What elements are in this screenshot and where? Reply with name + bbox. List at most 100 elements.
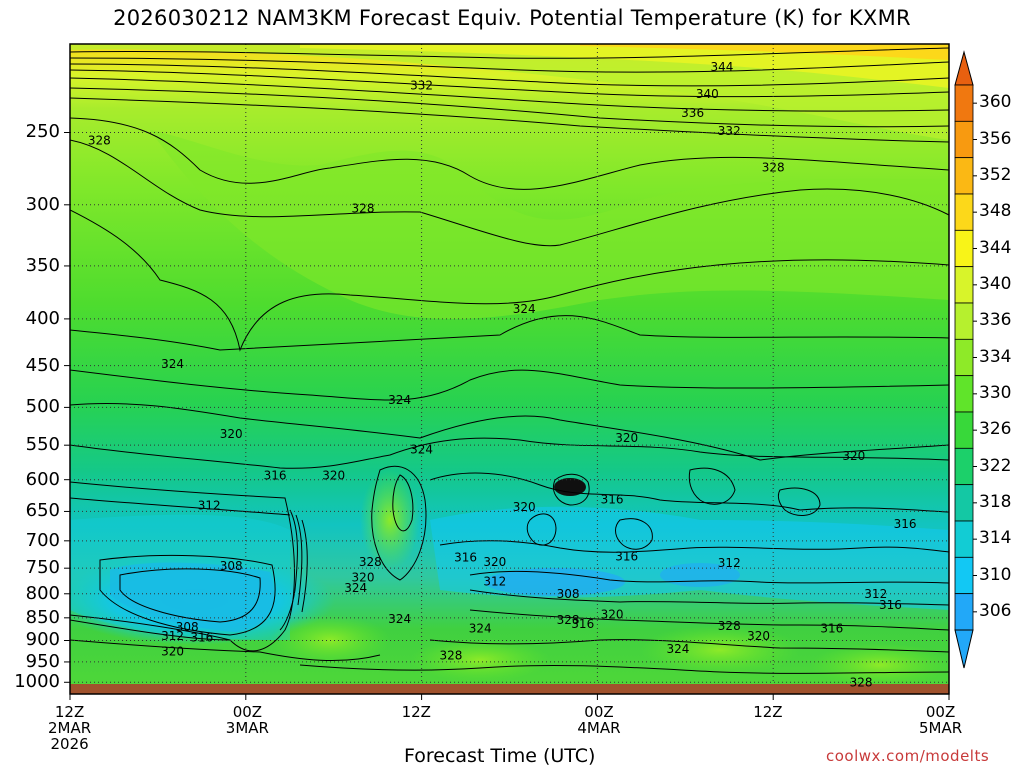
y-tick-label: 450 <box>25 354 60 376</box>
colorbar-tick-label: 340 <box>979 273 1012 294</box>
y-tick-label: 350 <box>25 254 60 276</box>
contour-label: 320 <box>352 571 375 585</box>
y-tick-label: 800 <box>25 582 60 604</box>
contour-label: 312 <box>718 556 741 570</box>
contour-label: 328 <box>850 675 873 689</box>
colorbar-segment <box>954 375 974 413</box>
y-tick-label: 900 <box>25 629 60 651</box>
colorbar-segment <box>954 229 974 268</box>
contour-label: 316 <box>264 469 287 483</box>
colorbar-tick-label: 314 <box>979 528 1012 549</box>
contour-label: 344 <box>710 60 733 74</box>
contour-label: 328 <box>439 649 462 663</box>
colorbar-segment <box>954 484 974 522</box>
contour-label: 316 <box>879 598 902 612</box>
colorbar-tick-label: 344 <box>979 237 1012 258</box>
colorbar-tick-label: 352 <box>979 164 1012 185</box>
contour-label: 324 <box>344 581 367 595</box>
colorbar-tick-label: 318 <box>979 491 1012 512</box>
contour-label: 324 <box>469 621 492 635</box>
contour-label: 328 <box>359 555 382 569</box>
x-tick-line: 12Z <box>753 703 783 721</box>
colorbar-tick-label: 306 <box>979 600 1012 621</box>
colorbar-tick-label: 334 <box>979 346 1012 367</box>
x-tick-line: 00Z <box>925 703 956 721</box>
contour-label: 320 <box>615 431 638 445</box>
contour-label: 316 <box>894 517 917 531</box>
colorbar-segment <box>954 266 974 304</box>
colorbar-tick-label: 310 <box>979 564 1012 585</box>
contour-labels: 3443403363323283323283283243243243203243… <box>88 60 917 689</box>
contour-label: 332 <box>718 124 741 138</box>
contour-label: 324 <box>410 442 433 456</box>
x-tick-line: 4MAR <box>577 719 621 737</box>
contour-label: 312 <box>161 629 184 643</box>
x-tick-line: 12Z <box>401 703 431 721</box>
contour-lines <box>70 47 949 674</box>
y-tick-label: 500 <box>25 396 60 418</box>
x-tick-line: 2026 <box>50 735 89 753</box>
contour-label: 316 <box>615 549 638 563</box>
colorbar-segment <box>954 556 974 595</box>
colorbar-tick-label: 330 <box>979 382 1012 403</box>
contour-label: 312 <box>864 587 887 601</box>
x-tick-line: 00Z <box>584 703 614 721</box>
credit-text[interactable]: coolwx.com/modelts <box>826 747 990 765</box>
y-tick-label: 750 <box>25 557 60 579</box>
contour-label: 320 <box>601 608 624 622</box>
contour-label: 308 <box>220 559 243 573</box>
contour-label: 336 <box>681 106 704 120</box>
colorbar-segment <box>954 520 974 558</box>
colorbar-tick-label: 322 <box>979 455 1012 476</box>
ground-strip <box>70 684 949 694</box>
contour-label: 328 <box>88 133 111 147</box>
contour-label: 320 <box>513 500 536 514</box>
y-tick-label: 1000 <box>14 671 60 693</box>
contour-label: 308 <box>176 620 199 634</box>
colorbar-tick-label: 356 <box>979 128 1012 149</box>
x-tick-label: 12Z <box>402 704 431 720</box>
contour-label: 320 <box>842 449 865 463</box>
contour-label: 312 <box>198 498 221 512</box>
contour-label: 308 <box>557 587 580 601</box>
contour-label: 320 <box>483 555 506 569</box>
plot-frame <box>69 43 950 695</box>
colorbar-segment <box>954 302 974 340</box>
x-tick-line: 3MAR <box>225 719 269 737</box>
contour-label: 316 <box>454 550 477 564</box>
y-tick-label: 650 <box>25 500 60 522</box>
y-tick-label: 250 <box>25 121 60 143</box>
contour-label: 320 <box>322 469 345 483</box>
contour-label: 320 <box>220 427 243 441</box>
colorbar-segment <box>954 593 974 631</box>
contour-label: 324 <box>161 357 184 371</box>
y-tick-label: 300 <box>25 193 60 215</box>
colorbar-segment <box>954 157 974 195</box>
contour-label: 328 <box>718 619 741 633</box>
colorbar-segment <box>954 193 974 231</box>
colorbar-tick-label: 348 <box>979 201 1012 222</box>
contour-label: 312 <box>483 575 506 589</box>
colorbar-bottom-arrow <box>954 629 974 669</box>
colorbar-segment <box>954 338 974 377</box>
contour-label: 316 <box>571 617 594 631</box>
theta-e-field <box>70 44 949 694</box>
x-tick-label: 00Z 5MAR <box>919 704 962 736</box>
contour-label: 320 <box>161 644 184 658</box>
colorbar-segment <box>954 411 974 449</box>
axis-ticks <box>64 131 950 700</box>
contour-label: 324 <box>513 302 536 316</box>
y-tick-label: 950 <box>25 650 60 672</box>
contour-label: 328 <box>762 160 785 174</box>
contour-label: 316 <box>601 493 624 507</box>
gridlines <box>70 44 949 694</box>
x-tick-line: 12Z <box>54 703 85 721</box>
colorbar-segment <box>954 84 974 122</box>
contour-label: 340 <box>696 87 719 101</box>
colorbar-top-arrow <box>954 50 974 86</box>
contour-label: 324 <box>388 612 411 626</box>
y-tick-label: 600 <box>25 468 60 490</box>
colorbar-segment <box>954 447 974 486</box>
contour-label: 328 <box>557 613 580 627</box>
